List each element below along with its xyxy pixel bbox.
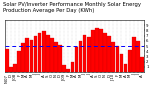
Bar [79,41,82,72]
Bar [120,54,123,72]
Bar [62,65,66,72]
Bar [21,43,25,72]
Bar [87,37,91,72]
Bar [91,30,95,72]
Bar [95,28,99,72]
Bar [136,41,140,72]
Bar [132,37,136,72]
Bar [25,38,29,72]
Bar [116,46,119,72]
Text: Solar PV/Inverter Performance Monthly Solar Energy Production Average Per Day (K: Solar PV/Inverter Performance Monthly So… [3,2,141,13]
Bar [128,50,132,72]
Bar [71,62,74,72]
Bar [66,69,70,72]
Bar [17,51,21,72]
Bar [124,64,127,72]
Bar [58,45,62,72]
Bar [140,57,144,72]
Bar [54,42,58,72]
Bar [13,64,17,72]
Bar [9,67,13,72]
Bar [42,31,46,72]
Bar [83,35,86,72]
Bar [75,47,78,72]
Bar [38,33,41,72]
Bar [107,36,111,72]
Bar [99,29,103,72]
Bar [34,36,37,72]
Bar [103,33,107,72]
Bar [50,38,54,72]
Bar [46,35,50,72]
Bar [5,49,9,72]
Bar [112,42,115,72]
Bar [30,40,33,72]
